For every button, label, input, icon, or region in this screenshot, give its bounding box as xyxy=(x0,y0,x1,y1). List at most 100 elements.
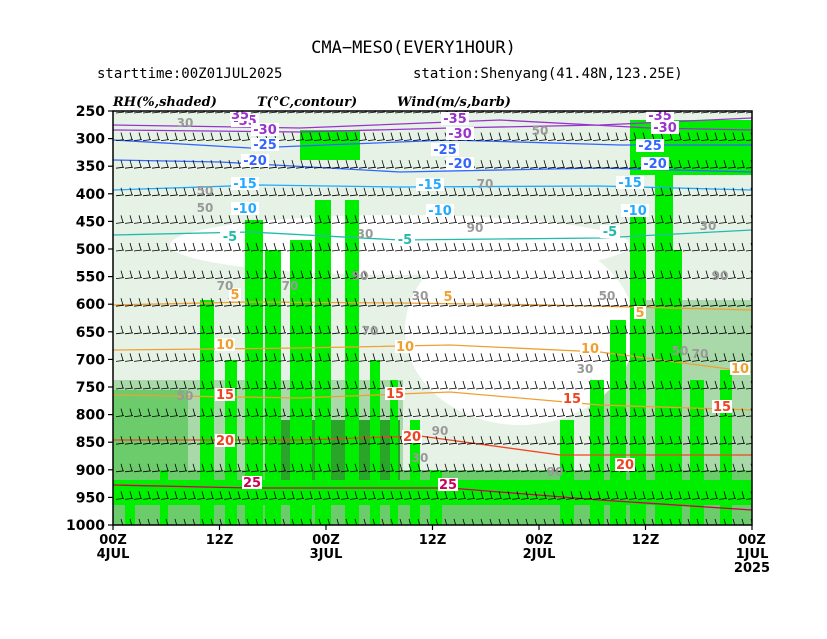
y-tick-label: 1000 xyxy=(66,518,105,534)
wind-barb-row xyxy=(115,242,752,252)
wind-barb-row xyxy=(115,463,752,473)
y-tick-label: 650 xyxy=(76,325,105,341)
rh-contour-label: 50 xyxy=(532,124,549,138)
contour-label-bg xyxy=(241,154,269,167)
rh-contour-label: 90 xyxy=(432,424,449,438)
y-tick-label: 600 xyxy=(76,297,105,313)
rh-contour-label: 90 xyxy=(547,465,564,479)
rh-contour-label: 70 xyxy=(692,347,709,361)
contour-label: 10 xyxy=(581,342,599,357)
contour-label: 10 xyxy=(731,362,749,377)
contour-label-bg xyxy=(231,202,259,215)
contour-label-bg xyxy=(230,111,250,121)
contour-label-bg xyxy=(442,290,454,303)
contour-label: 10 xyxy=(396,340,414,355)
y-tick-label: 950 xyxy=(76,490,105,506)
contour-label-bg xyxy=(402,430,422,443)
contour-label: -5 xyxy=(398,233,412,248)
temperature-contour-line xyxy=(113,184,752,191)
contour-label: -25 xyxy=(433,143,457,158)
rh-saturated-column xyxy=(655,140,673,525)
x-tick-label: 12Z xyxy=(206,533,234,548)
contour-label-bg xyxy=(646,111,674,122)
contour-label-bg xyxy=(730,362,750,375)
y-tick-label: 900 xyxy=(76,463,105,479)
rh-saturated-column xyxy=(410,420,420,525)
x-tick-label: 00Z xyxy=(525,533,553,548)
rh-boundary-layer xyxy=(113,480,752,505)
contour-label: 25 xyxy=(439,478,457,493)
x-day-label: 3JUL xyxy=(310,547,343,562)
contour-label: 10 xyxy=(216,338,234,353)
contour-label-bg xyxy=(641,157,669,170)
contour-label-bg xyxy=(395,233,415,246)
contour-label: -35 xyxy=(648,109,672,124)
y-tick-label: 350 xyxy=(76,159,105,175)
contour-label-bg xyxy=(251,123,279,136)
rh-contour-label: 70 xyxy=(217,279,234,293)
rh-dry-slot xyxy=(405,235,635,425)
contour-label: -20 xyxy=(643,157,667,172)
contour-label: -15 xyxy=(618,176,642,191)
contour-label: -20 xyxy=(243,154,267,169)
contour-label-bg xyxy=(385,387,405,400)
rh-contour-label: 30 xyxy=(577,362,594,376)
contour-label: -25 xyxy=(638,139,662,154)
contour-label: 5 xyxy=(230,288,239,303)
rh-shading xyxy=(113,111,752,525)
rh-saturated-column xyxy=(245,220,263,525)
contour-label-bg xyxy=(712,400,732,413)
y-tick-label: 550 xyxy=(76,270,105,286)
contour-label-bg xyxy=(621,204,649,217)
rh-saturated-column xyxy=(290,240,312,525)
wind-barb-row xyxy=(115,491,752,500)
contour-label: 20 xyxy=(216,434,234,449)
contour-label-bg xyxy=(395,340,415,353)
contour-label: -10 xyxy=(428,204,452,219)
contour-label: -35 xyxy=(443,112,467,127)
x-day-label: 1JUL xyxy=(736,547,769,562)
contour-label: 20 xyxy=(403,430,421,445)
contour-label-bg xyxy=(580,342,600,355)
x-tick-label: 12Z xyxy=(419,533,447,548)
contour-label: 20 xyxy=(616,458,634,473)
rh-contour-label: 70 xyxy=(282,279,299,293)
contour-label: -15 xyxy=(233,177,257,192)
rh-saturated-column xyxy=(630,210,646,525)
contour-label: -5 xyxy=(223,230,237,245)
rh-contour-label: 90 xyxy=(352,269,369,283)
contour-label-bg xyxy=(438,478,458,491)
contour-label-bg xyxy=(636,139,664,152)
x-day-label: 4JUL xyxy=(97,547,130,562)
contour-label-bg xyxy=(446,127,474,140)
contour-label-bg xyxy=(215,338,235,351)
rh-saturated-column xyxy=(390,380,398,525)
x-year-label: 2025 xyxy=(734,561,770,576)
wind-barb-row xyxy=(115,436,752,445)
rh-contour-label: 70 xyxy=(477,177,494,191)
rh-saturated-column xyxy=(315,200,331,525)
rh-contour-label: 30 xyxy=(412,289,429,303)
wind-barb-row xyxy=(120,518,752,525)
rh-legend-label: RH(%,shaded) xyxy=(113,95,217,110)
rh-contour-label: 70 xyxy=(362,324,379,338)
contour-label-bg xyxy=(215,388,235,401)
temperature-contour-line xyxy=(113,391,752,411)
temperature-legend-label: T(°C,contour) xyxy=(257,95,358,110)
x-tick-label: 00Z xyxy=(312,533,340,548)
wind-barb-row xyxy=(115,111,752,114)
temperature-contour-line xyxy=(113,301,752,311)
y-tick-label: 400 xyxy=(76,187,105,203)
wind-barb-row xyxy=(115,353,752,362)
y-tick-label: 500 xyxy=(76,242,105,258)
contour-label: 25 xyxy=(243,476,261,491)
y-tick-label: 450 xyxy=(76,214,105,230)
station-label: station:Shenyang(41.48N,123.25E) xyxy=(413,66,683,82)
rh-contour-label: 90 xyxy=(712,269,729,283)
y-tick-label: 700 xyxy=(76,352,105,368)
chart-title: CMA−MESO(EVERY1HOUR) xyxy=(311,38,516,58)
rh-contour-label: 50 xyxy=(177,389,194,403)
contour-label: -10 xyxy=(233,202,257,217)
contour-label-bg xyxy=(441,112,469,125)
